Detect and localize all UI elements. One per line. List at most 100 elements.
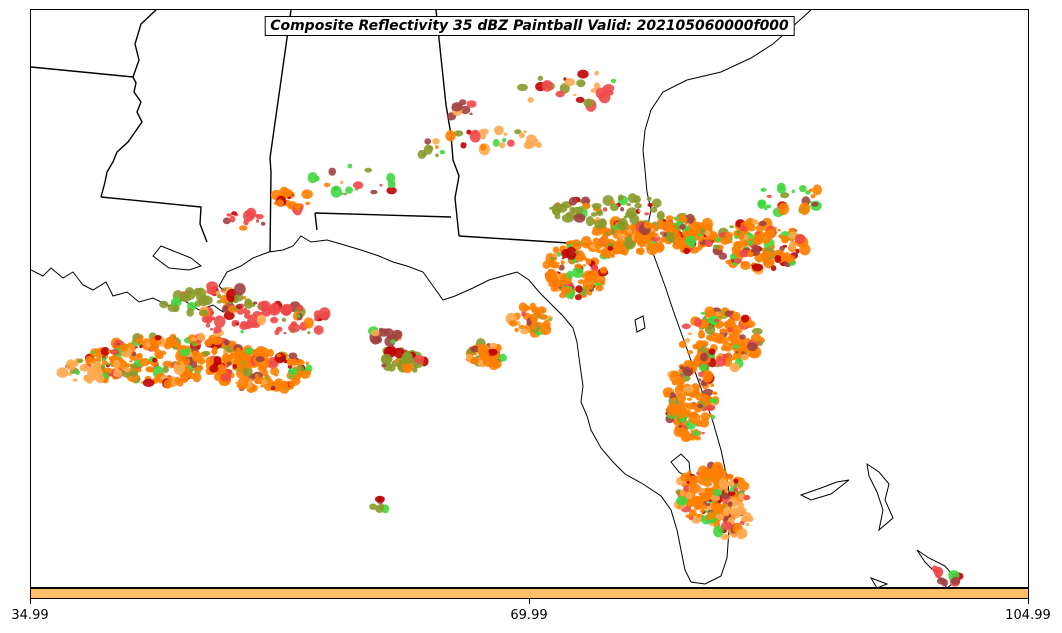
reflectivity-blob — [683, 247, 691, 255]
reflectivity-blob — [700, 487, 705, 494]
reflectivity-blob — [489, 342, 498, 350]
reflectivity-blob — [711, 240, 715, 243]
reflectivity-blob — [158, 341, 162, 345]
reflectivity-blob — [700, 340, 709, 348]
reflectivity-blob — [657, 219, 665, 227]
reflectivity-blob — [561, 248, 570, 259]
reflectivity-blob — [643, 234, 652, 243]
reflectivity-blob — [560, 286, 572, 294]
reflectivity-blob — [275, 199, 284, 207]
reflectivity-blob — [100, 346, 110, 356]
reflectivity-blob — [313, 325, 324, 335]
reflectivity-blob — [740, 516, 750, 522]
reflectivity-blob — [134, 346, 138, 349]
reflectivity-blob — [810, 193, 816, 199]
reflectivity-blob — [243, 307, 247, 311]
reflectivity-blob — [466, 353, 473, 362]
reflectivity-blob — [205, 323, 211, 328]
reflectivity-blob — [129, 363, 138, 369]
reflectivity-blob — [666, 402, 679, 417]
reflectivity-blob — [220, 373, 232, 382]
reflectivity-blob — [611, 249, 620, 255]
reflectivity-blob — [776, 185, 787, 194]
reflectivity-blob — [185, 290, 189, 293]
reflectivity-blob — [728, 474, 734, 479]
reflectivity-blob — [627, 193, 638, 204]
reflectivity-blob — [720, 534, 730, 540]
reflectivity-blob — [635, 247, 643, 255]
reflectivity-blob — [678, 378, 685, 386]
reflectivity-blob — [715, 356, 727, 367]
reflectivity-blob — [369, 503, 377, 511]
reflectivity-blob — [733, 258, 743, 264]
reflectivity-blob — [799, 185, 807, 193]
reflectivity-blob — [711, 502, 719, 510]
reflectivity-blob — [697, 403, 704, 409]
reflectivity-blob — [288, 367, 298, 376]
reflectivity-blob — [740, 261, 748, 267]
reflectivity-blob — [794, 233, 806, 245]
reflectivity-blob — [609, 203, 619, 212]
reflectivity-blob — [281, 188, 293, 197]
reflectivity-blob — [777, 202, 790, 216]
reflectivity-blob — [692, 430, 700, 437]
reflectivity-blob — [575, 285, 583, 293]
reflectivity-blob — [542, 320, 551, 330]
colorbar-tick-mark — [30, 599, 31, 604]
reflectivity-blob — [678, 214, 684, 221]
reflectivity-blob — [744, 221, 752, 228]
reflectivity-blob — [590, 88, 598, 93]
state-borders — [31, 10, 617, 257]
reflectivity-blob — [242, 296, 247, 300]
reflectivity-blob — [595, 87, 607, 99]
reflectivity-blob — [209, 357, 213, 360]
reflectivity-blob — [374, 495, 385, 503]
reflectivity-blob — [211, 336, 223, 345]
reflectivity-blob — [722, 510, 727, 515]
reflectivity-blob — [94, 360, 100, 366]
reflectivity-blob — [678, 340, 687, 349]
reflectivity-blob — [788, 241, 797, 250]
reflectivity-blob — [206, 281, 219, 292]
reflectivity-blob — [731, 331, 740, 338]
reflectivity-blob — [139, 344, 143, 349]
colorbar-tick-mark — [529, 599, 530, 604]
colorbar-tick-min: 34.99 — [11, 608, 49, 623]
reflectivity-blob — [381, 363, 387, 368]
reflectivity-blob — [213, 329, 218, 334]
reflectivity-blob — [572, 206, 584, 214]
reflectivity-blob — [594, 70, 599, 76]
reflectivity-blob — [279, 381, 289, 390]
reflectivity-blob — [472, 352, 478, 356]
reflectivity-blob — [704, 229, 711, 237]
reflectivity-blob — [733, 478, 739, 484]
reflectivity-blob — [107, 362, 111, 366]
reflectivity-blob — [688, 332, 693, 336]
reflectivity-blob — [730, 356, 736, 361]
reflectivity-blob — [519, 132, 525, 139]
reflectivity-blob — [301, 189, 313, 199]
reflectivity-blob — [260, 221, 266, 226]
reflectivity-blob — [243, 299, 253, 309]
reflectivity-blob — [697, 330, 706, 339]
reflectivity-blob — [202, 350, 211, 356]
reflectivity-blob — [210, 328, 214, 331]
reflectivity-blob — [757, 199, 767, 207]
reflectivity-blob — [658, 224, 664, 230]
reflectivity-blob — [175, 361, 181, 366]
reflectivity-blob — [216, 299, 222, 304]
reflectivity-blob — [656, 210, 665, 221]
reflectivity-blob — [583, 98, 594, 108]
reflectivity-blob — [499, 142, 506, 149]
reflectivity-blob — [145, 366, 155, 373]
reflectivity-blob — [621, 248, 629, 256]
reflectivity-blob — [119, 343, 129, 352]
reflectivity-blob — [435, 145, 439, 150]
reflectivity-paintball — [56, 69, 964, 587]
reflectivity-blob — [674, 231, 681, 240]
reflectivity-blob — [195, 287, 207, 301]
reflectivity-blob — [139, 358, 151, 367]
reflectivity-blob — [683, 385, 695, 393]
reflectivity-blob — [595, 285, 604, 292]
reflectivity-blob — [318, 307, 331, 320]
